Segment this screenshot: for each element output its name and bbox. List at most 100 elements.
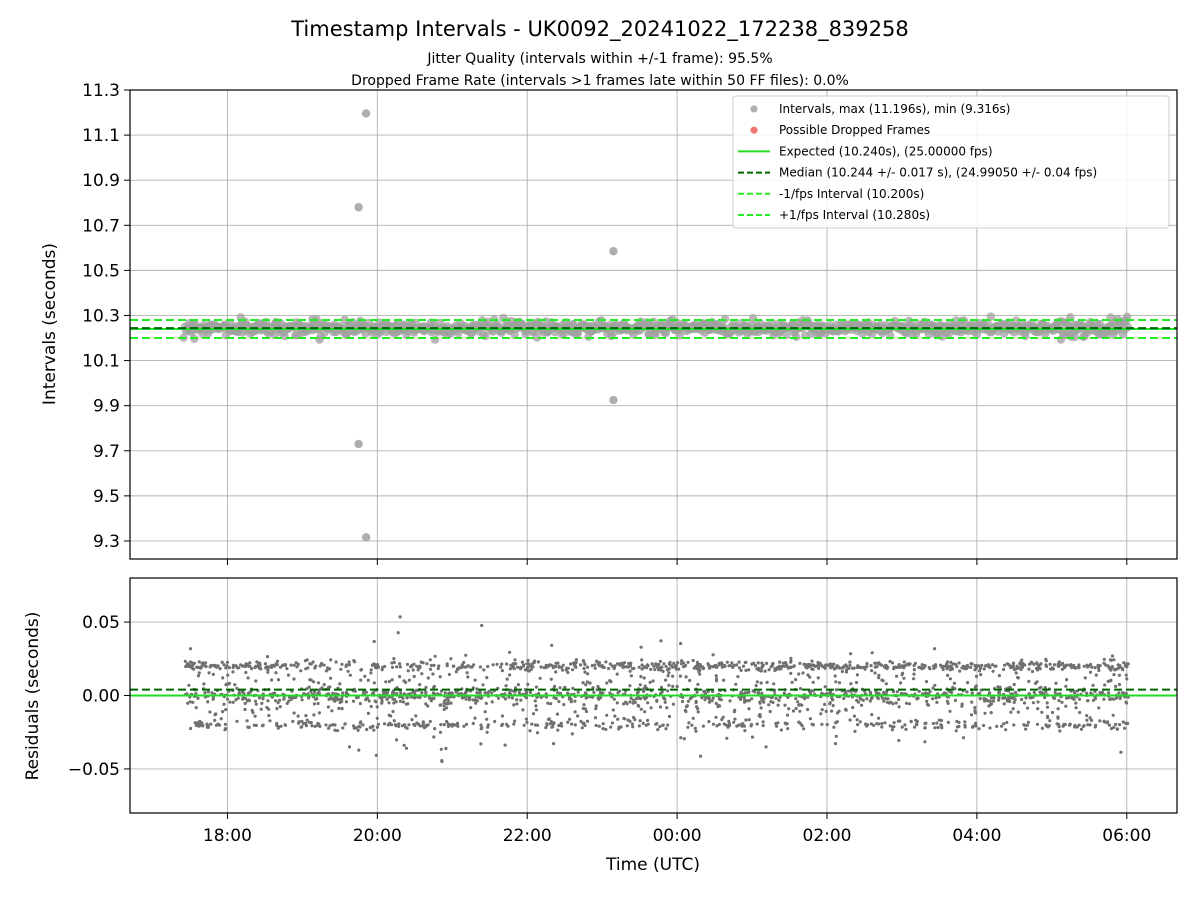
residual-point [302,692,306,696]
residual-point [776,721,780,725]
residual-point [367,699,371,703]
residual-point [865,665,869,669]
residual-point [680,659,684,663]
residual-point [365,696,369,700]
residual-point [397,722,401,726]
residual-point [514,662,518,666]
residual-point [883,721,887,725]
residual-point [265,655,270,659]
residual-point [250,667,254,671]
residual-point [617,727,621,731]
residual-point [446,699,450,703]
residual-point [643,710,647,714]
residual-point [528,664,532,668]
intervals-y-tick-label: 10.9 [82,171,120,191]
residual-point [1010,665,1014,670]
residual-point [206,700,210,704]
residual-point [445,719,449,724]
residual-point [485,717,489,721]
residual-point [698,672,702,676]
residual-point [1093,725,1097,729]
residual-point [566,720,570,724]
residual-point [554,665,558,669]
residual-point [355,696,359,700]
residual-point [244,670,248,675]
residual-point [196,723,200,727]
residual-point [653,668,657,672]
residual-point [782,691,786,695]
residual-point [877,722,881,726]
residual-point [639,675,643,679]
residual-point [714,701,718,706]
residual-point [1097,706,1101,710]
residual-point [486,725,490,729]
residual-point [591,686,595,690]
residual-point [1076,665,1080,669]
residual-point [758,701,762,705]
residual-point [188,647,193,651]
residual-point [410,663,414,667]
residual-point [915,697,919,701]
residual-point [1006,697,1010,701]
residual-point [1026,706,1030,710]
residual-point [1090,665,1094,669]
residual-point [242,664,246,668]
residual-point [426,704,430,708]
residual-point [744,668,748,673]
residual-point [844,691,848,696]
residual-point [745,691,749,695]
residual-point [1107,665,1111,669]
residual-point [571,686,575,691]
residual-point [676,661,680,665]
residual-point [478,690,482,694]
residual-point [703,698,707,702]
residual-point [552,721,556,725]
residual-point [786,727,790,731]
residual-point [549,702,553,706]
residual-point [444,746,448,751]
residual-point [440,759,444,764]
residual-point [438,675,442,679]
residual-point [809,663,813,667]
residual-point [702,689,706,694]
residual-point [486,664,490,669]
residual-point [679,662,684,666]
residual-point [186,664,190,668]
chart-subtitle-dropped: Dropped Frame Rate (intervals >1 frames … [351,73,849,89]
residual-point [897,738,901,743]
residual-point [1044,663,1048,667]
residual-point [429,699,433,703]
residual-point [655,665,659,669]
residual-point [688,678,692,683]
residual-point [628,664,633,668]
residual-point [248,691,252,695]
residual-point [730,661,734,665]
residual-point [1088,723,1092,727]
residual-point [622,661,627,665]
residual-point [923,726,927,730]
residual-point [374,700,378,704]
residual-point [234,698,238,702]
residual-point [707,700,712,704]
residual-point [784,664,788,668]
residual-point [1014,671,1018,675]
interval-outlier-point [361,109,371,118]
residual-point [1083,676,1087,680]
residual-point [989,702,994,706]
residual-point [338,700,342,705]
residual-point [604,660,608,664]
residual-point [895,690,899,694]
residual-point [533,723,538,727]
residual-point [1110,697,1114,701]
intervals-y-tick-label: 11.3 [82,81,120,101]
residual-point [739,668,743,673]
residual-point [191,700,195,704]
residual-point [329,658,333,662]
residual-point [225,664,229,668]
residual-point [1005,720,1009,725]
residual-point [1036,707,1040,711]
residual-point [439,747,443,751]
residual-point [744,718,748,722]
residual-point [845,664,849,668]
residual-point [852,714,857,718]
